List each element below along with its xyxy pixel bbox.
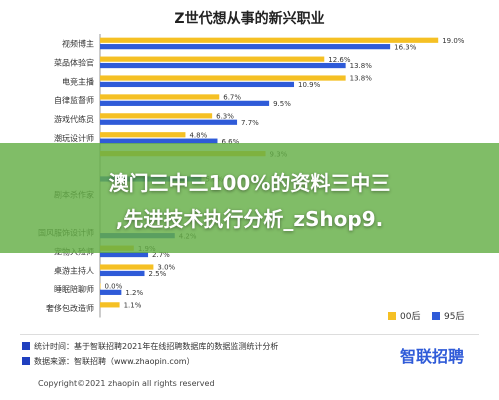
bar-00: [100, 302, 120, 308]
category-label: 视频博主: [62, 38, 94, 48]
legend-swatch-00: [388, 312, 396, 320]
category-label: 潮玩设计师: [54, 133, 94, 143]
value-label: 6.6%: [221, 138, 239, 146]
stat-caption-marker: [22, 342, 30, 350]
category-label: 电竞主播: [62, 76, 94, 86]
value-label: 19.0%: [442, 37, 465, 45]
legend-label-00: 00后: [400, 312, 421, 322]
stat-caption-text: 统计时间：基于智联招聘2021年在线招聘数据库的数据监测统计分析: [34, 342, 279, 351]
value-label: 2.7%: [152, 251, 170, 259]
source-caption-marker: [22, 357, 30, 365]
bar-95: [100, 251, 149, 258]
banner-line-2: ,先进技术执行分析_zShop9.: [115, 207, 384, 231]
legend-label-95: 95后: [444, 312, 465, 322]
value-label: 6.7%: [223, 94, 241, 102]
brand-logo: 智联招聘: [400, 347, 465, 366]
bar-95: [100, 119, 238, 125]
legend-item-00: 00后: [388, 309, 420, 322]
category-label: 睡眠陪聊师: [54, 284, 94, 294]
value-label: 12.6%: [328, 56, 351, 64]
bar-00: [100, 94, 220, 100]
bar-95: [100, 81, 295, 88]
value-label: 13.8%: [350, 62, 373, 70]
value-label: 0.0%: [105, 283, 123, 291]
category-label: 桌游主持人: [54, 265, 94, 275]
value-label: 16.3%: [394, 43, 417, 51]
chart-title: Z世代想从事的新兴职业: [174, 11, 325, 27]
banner-line-1: 澳门三中三100%的资料三中三: [108, 171, 391, 195]
bar-95: [100, 138, 218, 144]
value-label: 1.1%: [124, 301, 142, 309]
bar-00: [100, 113, 213, 119]
footer-divider: [20, 334, 479, 335]
value-label: 7.7%: [241, 119, 259, 127]
value-label: 4.8%: [189, 131, 207, 139]
value-label: 13.8%: [350, 75, 373, 83]
bar-95: [100, 62, 346, 69]
bar-00: [100, 132, 186, 138]
legend-swatch-95: [432, 312, 440, 320]
bar-00: [100, 56, 325, 62]
value-label: 9.5%: [273, 100, 291, 108]
value-label: 2.5%: [149, 270, 167, 278]
stat-caption: 统计时间：基于智联招聘2021年在线招聘数据库的数据监测统计分析: [22, 341, 278, 352]
bar-95: [100, 270, 145, 277]
source-caption: 数据来源：智联招聘（www.zhaopin.com）: [22, 356, 195, 367]
value-label: 3.0%: [157, 264, 175, 272]
bar-00: [100, 264, 154, 270]
value-label: 10.9%: [298, 81, 321, 89]
bar-00: [100, 37, 439, 43]
bar-95: [100, 289, 122, 295]
category-label: 游戏代练员: [54, 114, 94, 124]
bar-95: [100, 44, 391, 50]
copyright-text: Copyright©2021 zhaopin all rights reserv…: [38, 379, 215, 388]
category-label: 菜品体验官: [54, 57, 94, 67]
legend-item-95: 95后: [432, 309, 464, 322]
value-label: 1.2%: [125, 289, 143, 297]
value-label: 6.3%: [216, 112, 234, 120]
overlay-banner: 澳门三中三100%的资料三中三 ,先进技术执行分析_zShop9.: [0, 143, 499, 253]
category-label: 奢侈包改造师: [46, 303, 94, 313]
source-caption-text: 数据来源：智联招聘（www.zhaopin.com）: [34, 357, 195, 366]
bar-00: [100, 283, 101, 289]
category-label: 自律监督师: [54, 95, 94, 105]
bar-95: [100, 100, 270, 106]
bar-00: [100, 75, 346, 81]
